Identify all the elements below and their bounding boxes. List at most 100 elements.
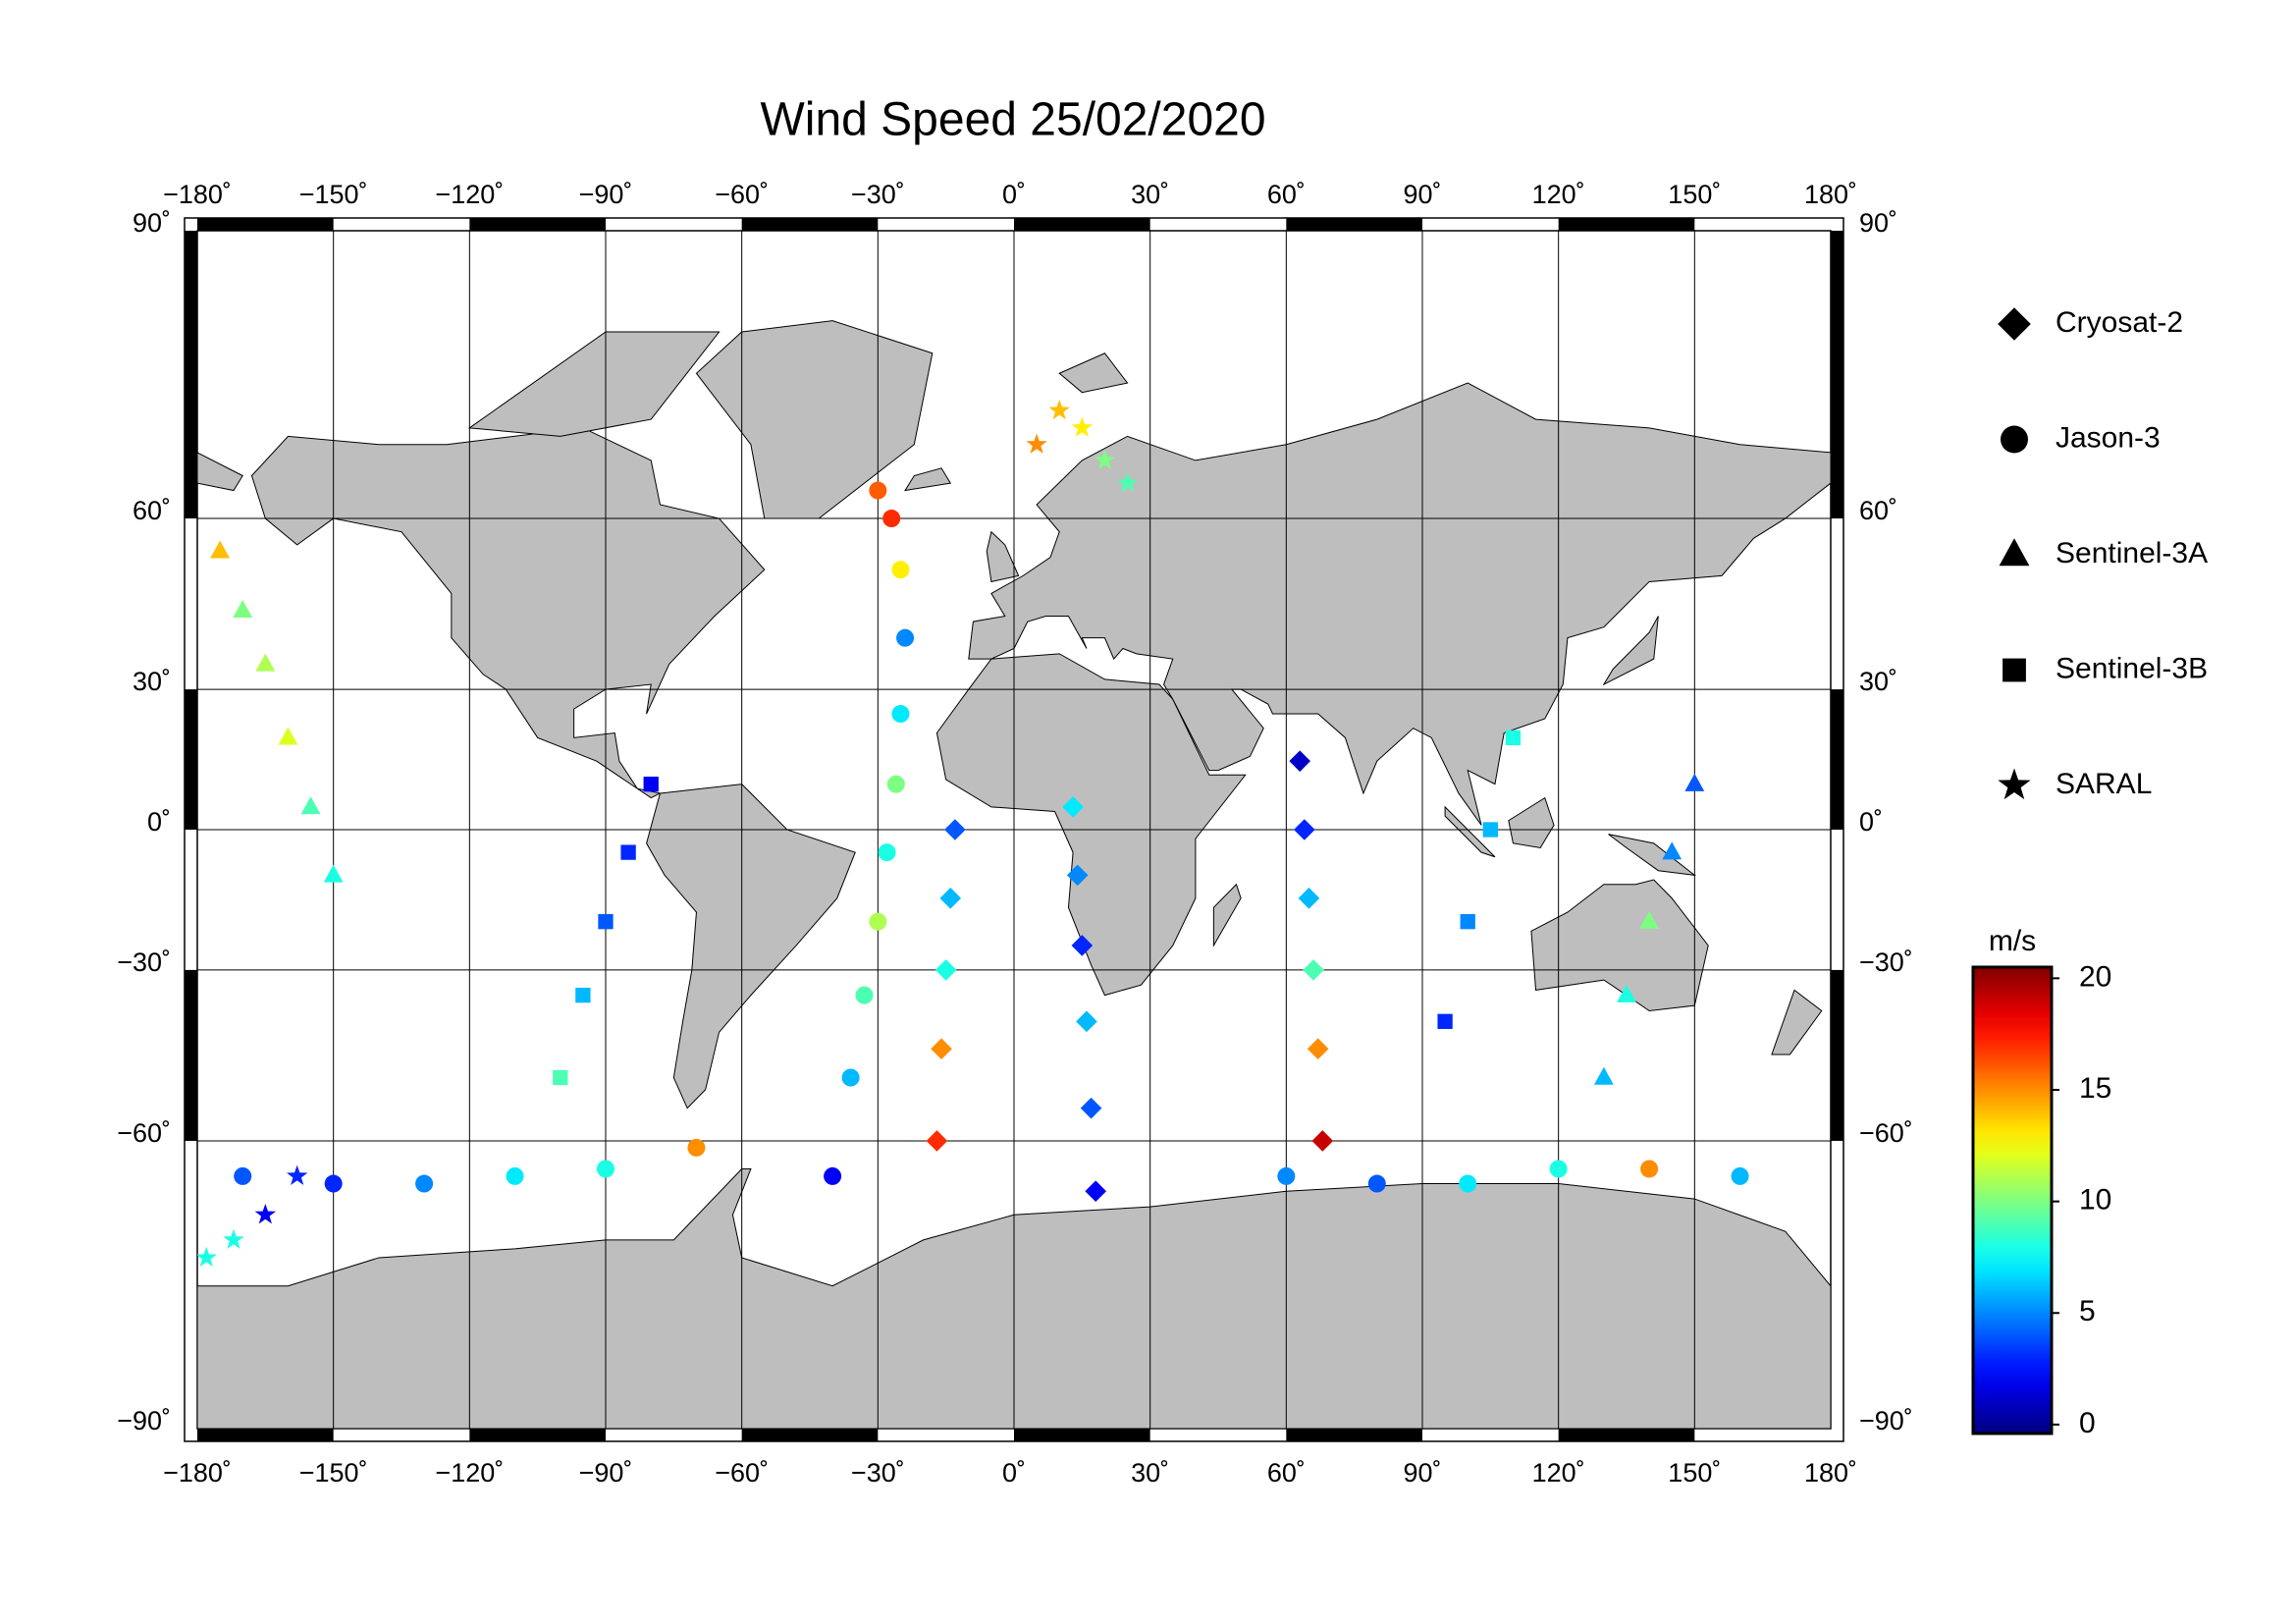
- data-point: [1617, 984, 1636, 1002]
- colorbar-tick-label: 20: [2079, 960, 2111, 993]
- data-point: [597, 1160, 614, 1178]
- data-point: [882, 510, 901, 528]
- x-tick-label: 120˚: [1532, 180, 1585, 209]
- data-point: [824, 1166, 842, 1185]
- land: [1212, 883, 1242, 947]
- chart-title: Wind Speed 25/02/2020: [760, 94, 1265, 146]
- x-tick-label: 30˚: [1131, 1458, 1169, 1488]
- data-point: [1298, 888, 1320, 909]
- data-point: [620, 844, 636, 860]
- legend-label: Cryosat-2: [2056, 306, 2183, 339]
- x-tick-label: −120˚: [435, 1458, 504, 1488]
- land: [1508, 796, 1555, 849]
- legend-label: Sentinel-3B: [2056, 652, 2208, 684]
- data-point: [1066, 864, 1089, 887]
- data-point: [869, 481, 887, 500]
- data-point: [855, 986, 874, 1004]
- data-point: [1071, 416, 1094, 437]
- colorbar-tick-label: 5: [2079, 1295, 2096, 1327]
- frame-segment: [1286, 218, 1422, 231]
- data-point: [944, 819, 966, 840]
- data-point: [1294, 819, 1315, 840]
- data-point: [255, 653, 276, 672]
- data-point: [1505, 730, 1522, 745]
- frame-segment: [469, 218, 606, 231]
- data-point: [687, 1138, 706, 1157]
- legend-label: Sentinel-3A: [2056, 537, 2208, 569]
- y-tick-label: 60˚: [1859, 496, 1897, 525]
- legend-label: Jason-3: [2056, 421, 2161, 454]
- colorbar: [1971, 965, 2054, 1435]
- data-point: [1367, 1174, 1386, 1193]
- y-tick-label: 90˚: [1859, 208, 1897, 238]
- data-point: [210, 540, 231, 559]
- x-tick-label: −30˚: [851, 1458, 905, 1488]
- data-point: [197, 1246, 217, 1268]
- data-point: [1094, 449, 1116, 470]
- y-tick-label: −60˚: [117, 1118, 171, 1148]
- x-tick-label: 180˚: [1804, 1458, 1857, 1488]
- legend-marker: [1998, 307, 2031, 341]
- data-point: [931, 1038, 952, 1060]
- data-point: [415, 1174, 434, 1193]
- x-tick-label: 90˚: [1403, 1458, 1441, 1488]
- frame-segment: [185, 689, 197, 830]
- data-point: [300, 796, 321, 815]
- track-layer: [197, 399, 1749, 1268]
- colorbar-tick-label: 15: [2079, 1072, 2111, 1105]
- legend-label: SARAL: [2056, 768, 2152, 800]
- data-point: [553, 1069, 568, 1086]
- x-tick-label: −60˚: [715, 1458, 769, 1488]
- colorbar-tick-label: 10: [2079, 1184, 2111, 1217]
- x-tick-label: −180˚: [163, 1458, 232, 1488]
- data-point: [1085, 1180, 1106, 1203]
- data-point: [1662, 841, 1682, 860]
- land: [250, 427, 766, 799]
- data-point: [891, 705, 910, 724]
- land: [1058, 352, 1129, 394]
- legend-marker: [1999, 538, 2030, 567]
- frame-segment: [1831, 231, 1843, 519]
- y-tick-label: −30˚: [117, 947, 171, 977]
- y-tick-label: −60˚: [1859, 1118, 1913, 1148]
- data-point: [1289, 750, 1310, 772]
- data-point: [926, 1130, 948, 1152]
- x-tick-label: 30˚: [1131, 180, 1169, 209]
- x-tick-label: −120˚: [435, 180, 504, 209]
- frame-segment: [1558, 1429, 1695, 1441]
- frame-segment: [197, 1429, 334, 1441]
- land: [904, 467, 952, 492]
- x-tick-label: −150˚: [299, 180, 368, 209]
- data-point: [233, 599, 253, 618]
- y-tick-label: −90˚: [1859, 1406, 1913, 1435]
- colorbar-tick-label: 0: [2079, 1407, 2096, 1439]
- y-tick-label: 0˚: [1859, 807, 1883, 837]
- data-point: [234, 1166, 252, 1185]
- y-tick-label: 60˚: [133, 496, 171, 525]
- frame-segment: [185, 231, 197, 519]
- x-tick-label: −90˚: [579, 1458, 633, 1488]
- data-point: [891, 561, 910, 579]
- data-point: [1639, 910, 1660, 929]
- data-point: [878, 843, 896, 862]
- data-point: [896, 628, 915, 647]
- frame-segment: [185, 969, 197, 1141]
- x-tick-label: 0˚: [1002, 180, 1026, 209]
- data-point: [1459, 1174, 1477, 1193]
- y-tick-label: −90˚: [117, 1406, 171, 1435]
- land: [1771, 989, 1823, 1055]
- x-tick-label: −30˚: [851, 180, 905, 209]
- data-point: [1731, 1166, 1749, 1185]
- frame-segment: [1558, 218, 1695, 231]
- data-point: [939, 888, 962, 909]
- data-point: [1593, 1066, 1614, 1085]
- land: [1608, 834, 1697, 877]
- x-tick-label: −180˚: [163, 180, 232, 209]
- land: [1444, 805, 1496, 858]
- frame-segment: [1286, 1429, 1422, 1441]
- x-tick-label: 90˚: [1403, 180, 1441, 209]
- data-point: [506, 1166, 524, 1185]
- land: [197, 452, 243, 492]
- frame-segment: [197, 218, 334, 231]
- frame-segment: [1831, 689, 1843, 830]
